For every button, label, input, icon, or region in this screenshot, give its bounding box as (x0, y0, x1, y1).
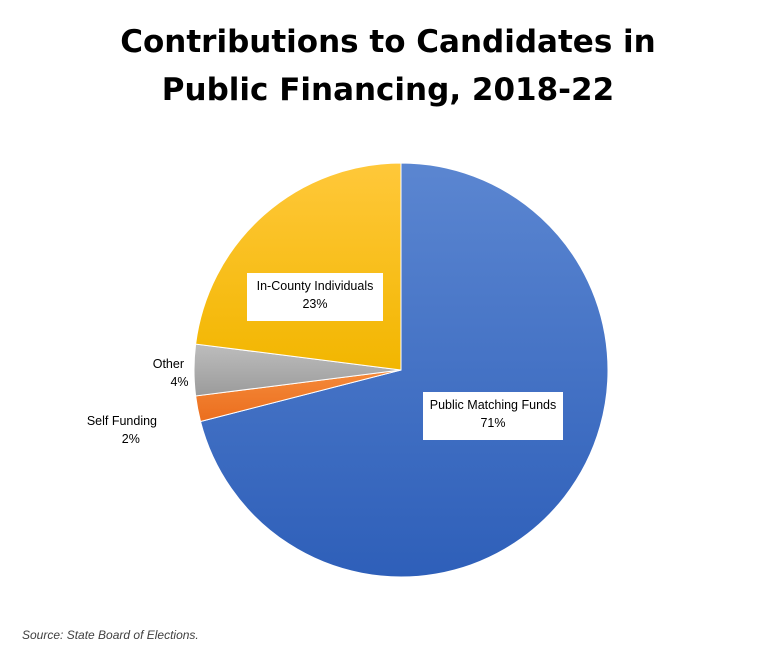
data-label-box (247, 273, 383, 321)
data-label-value: 23% (302, 297, 327, 311)
data-label-other: Other 4% (153, 357, 189, 389)
pie-slice-in-county-individuals (195, 162, 402, 371)
data-label-category: Other (153, 357, 184, 371)
data-label-box (423, 392, 563, 440)
data-label-category: Self Funding (87, 414, 157, 428)
data-label-public-matching-funds: Public Matching Funds 71% (423, 392, 563, 440)
chart-title: Contributions to Candidates in Public Fi… (0, 18, 776, 114)
data-label-category: Public Matching Funds (430, 398, 556, 412)
data-label-value: 4% (170, 375, 188, 389)
pie-slices (193, 162, 609, 578)
chart-title-line-2: Public Financing, 2018-22 (161, 72, 615, 108)
data-label-value: 2% (122, 432, 140, 446)
data-label-in-county-individuals: In-County Individuals 23% (247, 273, 383, 321)
data-label-value: 71% (480, 416, 505, 430)
data-label-self-funding: Self Funding 2% (87, 414, 157, 446)
chart-title-line-1: Contributions to Candidates in (120, 24, 656, 60)
source-note: Source: State Board of Elections. (22, 628, 199, 642)
pie-labels: Public Matching Funds 71% Self Funding 2% Ot… (87, 273, 563, 446)
pie-slice-public-matching-funds (199, 162, 609, 578)
data-label-category: In-County Individuals (257, 279, 374, 293)
